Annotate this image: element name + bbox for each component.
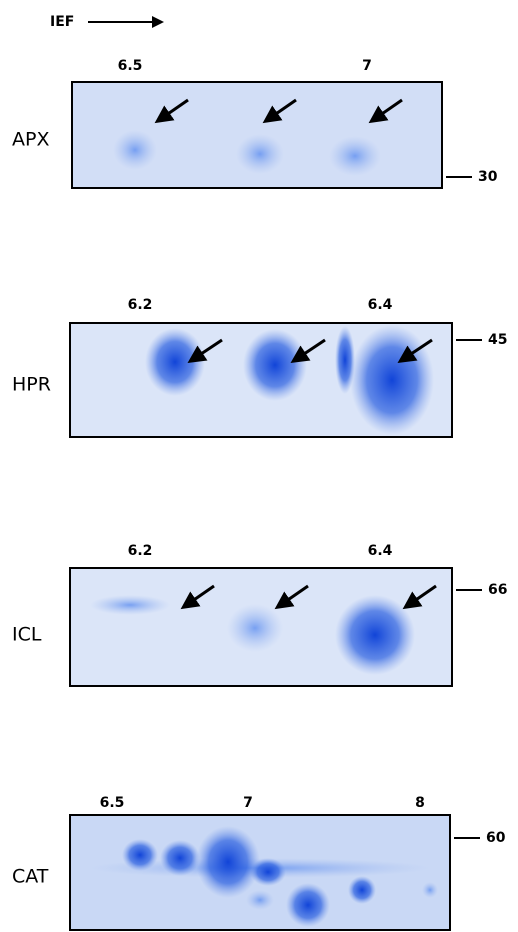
spot — [348, 876, 376, 904]
pi-label: 6.2 — [128, 297, 153, 313]
spot — [90, 595, 170, 615]
pi-label: 6.5 — [100, 795, 125, 811]
mw-label: 45 — [488, 332, 507, 348]
spot — [422, 882, 438, 898]
spot — [160, 840, 200, 876]
spot — [122, 839, 158, 871]
panel-apx: 6.5 7 APX 30 — [12, 58, 498, 188]
spot — [196, 826, 260, 898]
spot — [286, 883, 330, 927]
spot — [145, 328, 205, 396]
panel-cat: 6.5 7 8 CAT 60 — [12, 795, 506, 930]
protein-label: HPR — [12, 374, 51, 396]
pi-label: 6.2 — [128, 543, 153, 559]
protein-label: ICL — [12, 624, 42, 646]
pi-label: 6.4 — [368, 297, 393, 313]
spot — [243, 329, 307, 401]
spot — [350, 325, 434, 435]
spot — [329, 136, 381, 176]
spot — [113, 130, 157, 170]
pi-label: 7 — [243, 795, 253, 811]
protein-label: APX — [12, 129, 49, 151]
mw-label: 30 — [478, 169, 498, 185]
pi-label: 6.5 — [118, 58, 143, 74]
mw-label: 60 — [486, 830, 506, 846]
spot — [250, 858, 286, 886]
spot — [227, 604, 283, 652]
pi-label: 6.4 — [368, 543, 393, 559]
panel-hpr: 6.2 6.4 HPR 45 — [12, 297, 507, 437]
spot — [246, 890, 274, 910]
protein-label: CAT — [12, 866, 49, 888]
pi-label: 8 — [415, 795, 425, 811]
mw-label: 66 — [488, 582, 507, 598]
panel-icl: 6.2 6.4 ICL 66 — [12, 543, 507, 686]
spot — [236, 134, 284, 174]
pi-label: 7 — [362, 58, 372, 74]
ief-label: IEF — [50, 14, 74, 30]
figure: IEF 6.5 7 APX 30 6.2 6.4 HPR 45 6.2 6.4 … — [0, 0, 518, 932]
spot — [335, 595, 415, 675]
